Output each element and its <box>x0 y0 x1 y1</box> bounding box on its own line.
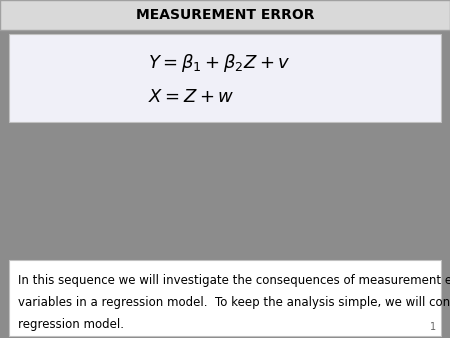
Text: regression model.: regression model. <box>18 318 124 331</box>
Text: MEASUREMENT ERROR: MEASUREMENT ERROR <box>136 8 314 22</box>
FancyBboxPatch shape <box>9 260 441 336</box>
Text: $\mathit{Y} = \mathit{\beta}_1 + \mathit{\beta}_2 \mathit{Z} + \mathit{v}$: $\mathit{Y} = \mathit{\beta}_1 + \mathit… <box>148 52 291 74</box>
Text: 1: 1 <box>430 322 436 332</box>
Text: $\mathit{X} = \mathit{Z} + \mathit{w}$: $\mathit{X} = \mathit{Z} + \mathit{w}$ <box>148 88 235 106</box>
FancyBboxPatch shape <box>9 34 441 122</box>
Text: In this sequence we will investigate the consequences of measurement errors in t: In this sequence we will investigate the… <box>18 274 450 287</box>
Text: variables in a regression model.  To keep the analysis simple, we will confine i: variables in a regression model. To keep… <box>18 296 450 309</box>
FancyBboxPatch shape <box>0 0 450 30</box>
